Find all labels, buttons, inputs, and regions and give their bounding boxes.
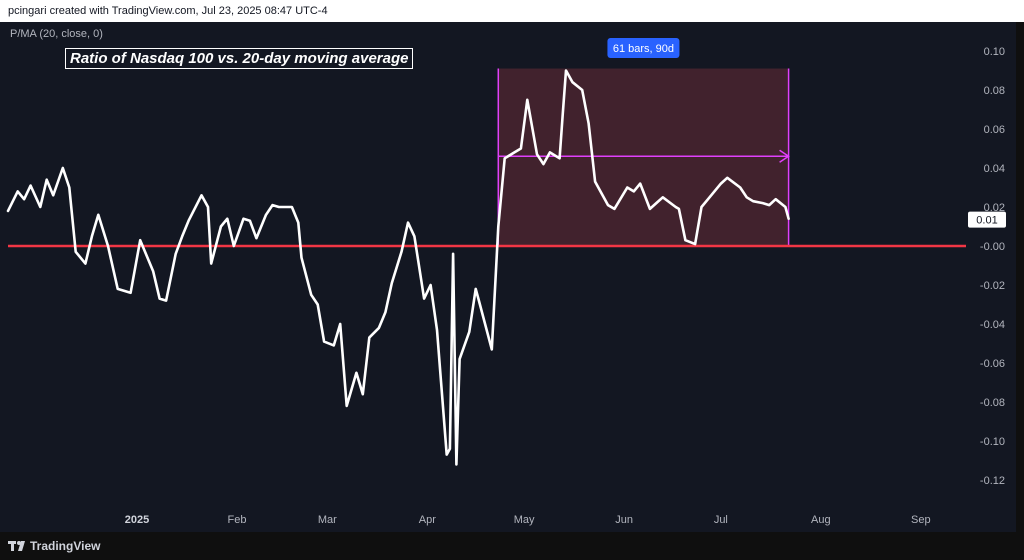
y-tick-label: -0.06	[980, 358, 1005, 370]
y-tick-label: -0.00	[980, 241, 1005, 253]
series-line-0	[6, 69, 790, 466]
y-tick-label: 0.08	[984, 85, 1005, 97]
x-tick-label: 2025	[125, 514, 149, 526]
tradingview-logo-icon	[8, 541, 25, 551]
y-tick-label: -0.04	[980, 319, 1005, 331]
x-tick-label: Sep	[911, 514, 931, 526]
y-tick-label: -0.08	[980, 397, 1005, 409]
measure-tool[interactable]: 61 bars, 90d	[497, 38, 790, 246]
y-tick-label: -0.12	[980, 475, 1005, 487]
y-tick-label: 0.04	[984, 163, 1005, 175]
footer-brand: TradingView	[30, 539, 101, 553]
x-tick-label: Feb	[228, 514, 247, 526]
last-value-marker: 0.01	[968, 211, 1006, 228]
attribution-bar: pcingari created with TradingView.com, J…	[0, 0, 1024, 22]
measure-range-fill[interactable]	[498, 68, 789, 246]
measure-label-text: 61 bars, 90d	[613, 43, 674, 55]
measure-label-box[interactable]	[607, 38, 680, 58]
indicator-label[interactable]: P/MA (20, close, 0)	[10, 28, 103, 40]
x-tick-label: Jul	[714, 514, 728, 526]
footer-bar	[0, 532, 1024, 560]
attribution-text: pcingari created with TradingView.com, J…	[8, 5, 328, 17]
y-tick-label: -0.10	[980, 436, 1005, 448]
y-tick-label: 0.06	[984, 124, 1005, 136]
chart-title: Ratio of Nasdaq 100 vs. 20-day moving av…	[65, 48, 414, 69]
x-axis[interactable]: 2025 Feb Mar Apr May Jun Jul Aug Sep	[125, 514, 931, 526]
x-tick-label: Jun	[615, 514, 633, 526]
series-lines	[6, 69, 790, 466]
y-axis[interactable]: 0.10 0.08 0.06 0.04 0.02 -0.00 -0.02 -0.04 -0.06…	[980, 46, 1005, 487]
x-tick-label: Apr	[419, 514, 436, 526]
last-value-text: 0.01	[976, 215, 997, 227]
x-tick-label: May	[514, 514, 535, 526]
x-tick-label: Aug	[811, 514, 831, 526]
last-value-box	[968, 211, 1006, 228]
y-tick-label: -0.02	[980, 280, 1005, 292]
y-tick-label: 0.02	[984, 202, 1005, 214]
x-tick-label: Mar	[318, 514, 337, 526]
measure-arrow-head-icon	[779, 149, 790, 163]
y-tick-label: 0.10	[984, 46, 1005, 58]
